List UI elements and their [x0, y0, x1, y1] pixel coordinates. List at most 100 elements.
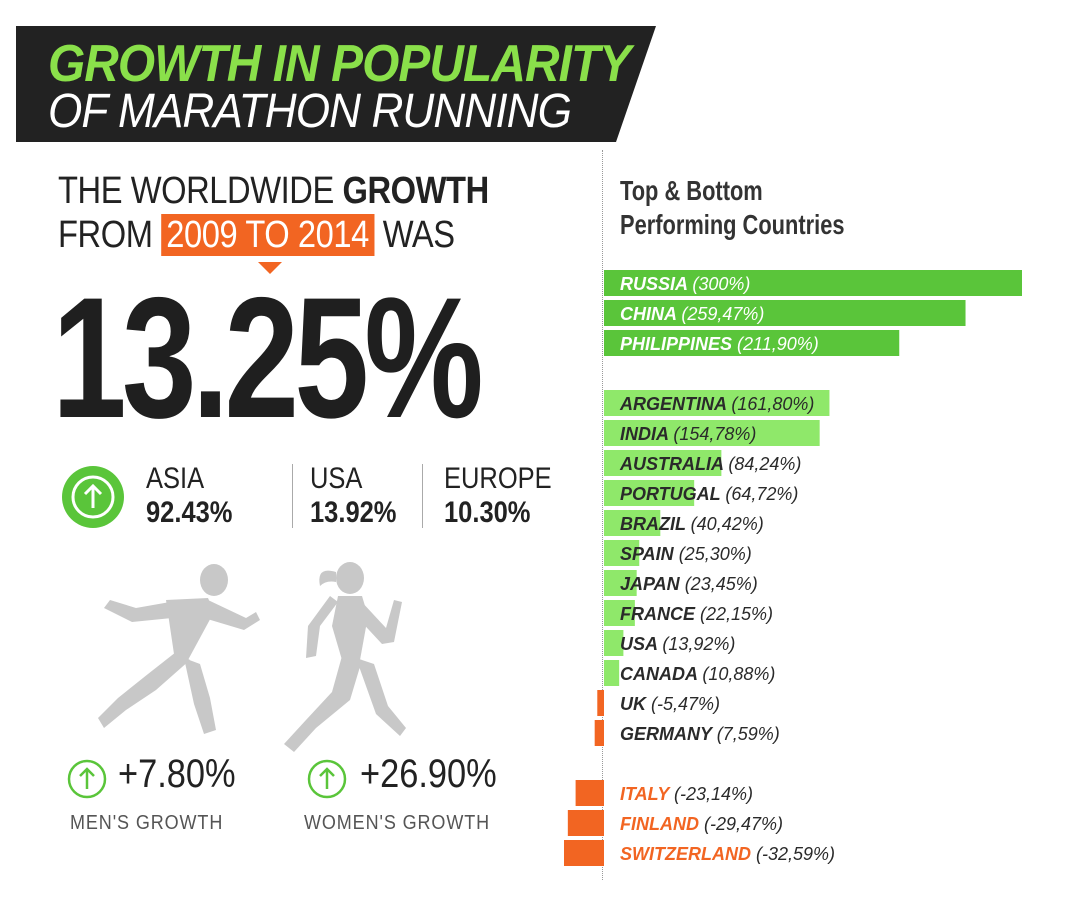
bar-label: FINLAND (-29,47%) — [620, 814, 783, 834]
bar-row-finland: FINLAND (-29,47%) — [567, 810, 783, 836]
country-name: USA — [620, 634, 662, 654]
country-value: (-23,14%) — [674, 784, 753, 804]
country-name: SWITZERLAND — [620, 844, 756, 864]
country-value: (40,42%) — [691, 514, 764, 534]
region-separator — [292, 464, 293, 528]
bar — [604, 330, 900, 356]
bar-row-japan: JAPAN (23,45%) — [604, 570, 758, 596]
bar-row-russia: RUSSIA (300%) — [604, 270, 1022, 296]
country-name: CHINA — [620, 304, 681, 324]
bar-label: ITALY (-23,14%) — [620, 784, 753, 804]
bar — [604, 480, 695, 506]
bar-label: CANADA (10,88%) — [620, 664, 775, 684]
bar — [567, 810, 604, 836]
country-value: (259,47%) — [681, 304, 764, 324]
chart-title-line-2: Performing Countries — [620, 209, 845, 240]
country-value: (7,59%) — [717, 724, 780, 744]
bar — [604, 570, 637, 596]
bar-row-australia: AUSTRALIA (84,24%) — [604, 450, 801, 476]
country-name: FRANCE — [620, 604, 700, 624]
country-name: BRAZIL — [620, 514, 691, 534]
headline-line-2: FROM 2009 TO 2014 WAS — [58, 214, 455, 257]
country-value: (-29,47%) — [704, 814, 783, 834]
title-line-1: GROWTH IN POPULARITY — [48, 35, 631, 93]
chart-title: Top & Bottom Performing Countries — [620, 174, 844, 242]
country-value: (-5,47%) — [651, 694, 720, 714]
bar-row-france: FRANCE (22,15%) — [604, 600, 773, 626]
bar-row-usa: USA (13,92%) — [604, 630, 735, 656]
bar-label: RUSSIA (300%) — [620, 274, 750, 294]
title-banner — [16, 26, 656, 142]
female-runner-icon — [284, 562, 406, 752]
headline-was: WAS — [374, 214, 455, 256]
region-usa-name: USA — [310, 462, 363, 495]
bar-row-portugal: PORTUGAL (64,72%) — [604, 480, 798, 506]
bar — [604, 660, 620, 686]
bar — [597, 690, 604, 716]
chart-title-line-1: Top & Bottom — [620, 175, 763, 206]
region-europe-value: 10.30% — [444, 496, 531, 529]
country-name: INDIA — [620, 424, 673, 444]
bar-label: PORTUGAL (64,72%) — [620, 484, 798, 504]
bar — [604, 270, 1022, 296]
men-growth-label: MEN'S GROWTH — [70, 812, 224, 834]
country-name: JAPAN — [620, 574, 685, 594]
country-value: (161,80%) — [731, 394, 814, 414]
highlight-pointer — [258, 262, 282, 274]
region-asia-name: ASIA — [146, 462, 205, 495]
country-name: GERMANY — [620, 724, 717, 744]
bar-row-switzerland: SWITZERLAND (-32,59%) — [564, 840, 835, 866]
bar-label: PHILIPPINES (211,90%) — [620, 334, 819, 354]
bar — [564, 840, 604, 866]
country-value: (211,90%) — [737, 334, 819, 354]
country-value: (10,88%) — [702, 664, 775, 684]
country-name: FINLAND — [620, 814, 704, 834]
headline-from: FROM — [58, 214, 162, 256]
bar-label: BRAZIL (40,42%) — [620, 514, 764, 534]
country-value: (-32,59%) — [756, 844, 835, 864]
bar-label: USA (13,92%) — [620, 634, 735, 654]
country-name: RUSSIA — [620, 274, 692, 294]
women-up-arrow-icon — [307, 759, 347, 799]
bar-label: SPAIN (25,30%) — [620, 544, 752, 564]
country-value: (22,15%) — [700, 604, 773, 624]
country-value: (13,92%) — [662, 634, 735, 654]
bar-label: GERMANY (7,59%) — [620, 724, 780, 744]
headline-line-1: THE WORLDWIDE GROWTH — [58, 170, 489, 213]
region-asia-value: 92.43% — [146, 496, 233, 529]
bar-label: ARGENTINA (161,80%) — [619, 394, 814, 414]
bar — [604, 300, 966, 326]
country-name: PHILIPPINES — [620, 334, 737, 354]
women-growth-label: WOMEN'S GROWTH — [304, 812, 491, 834]
title-line-2: OF MARATHON RUNNING — [48, 85, 572, 138]
region-europe-name: EUROPE — [444, 462, 552, 495]
bar — [604, 540, 640, 566]
country-name: PORTUGAL — [620, 484, 725, 504]
country-value: (64,72%) — [725, 484, 798, 504]
bar — [575, 780, 604, 806]
country-name: SPAIN — [620, 544, 679, 564]
bar-row-china: CHINA (259,47%) — [604, 300, 966, 326]
worldwide-growth-value: 13.25% — [52, 262, 484, 454]
bar — [604, 450, 722, 476]
bar-label: SWITZERLAND (-32,59%) — [620, 844, 835, 864]
country-name: ITALY — [620, 784, 674, 804]
bar-label: CHINA (259,47%) — [620, 304, 764, 324]
bar — [604, 390, 830, 416]
bar — [604, 630, 624, 656]
headline-pre: THE WORLDWIDE — [58, 170, 343, 212]
country-growth-bar-chart: RUSSIA (300%) CHINA (259,47%) PHILIPPINES … — [564, 270, 1022, 866]
country-value: (84,24%) — [728, 454, 801, 474]
country-name: AUSTRALIA — [619, 454, 728, 474]
bar — [604, 510, 661, 536]
region-separator — [422, 464, 423, 528]
male-runner-icon — [98, 564, 260, 734]
country-name: ARGENTINA — [619, 394, 731, 414]
headline-bold: GROWTH — [342, 170, 489, 212]
bar-row-canada: CANADA (10,88%) — [604, 660, 775, 686]
country-value: (25,30%) — [679, 544, 752, 564]
country-value: (23,45%) — [685, 574, 758, 594]
column-divider — [602, 150, 603, 880]
country-name: UK — [620, 694, 651, 714]
bar-row-brazil: BRAZIL (40,42%) — [604, 510, 764, 536]
